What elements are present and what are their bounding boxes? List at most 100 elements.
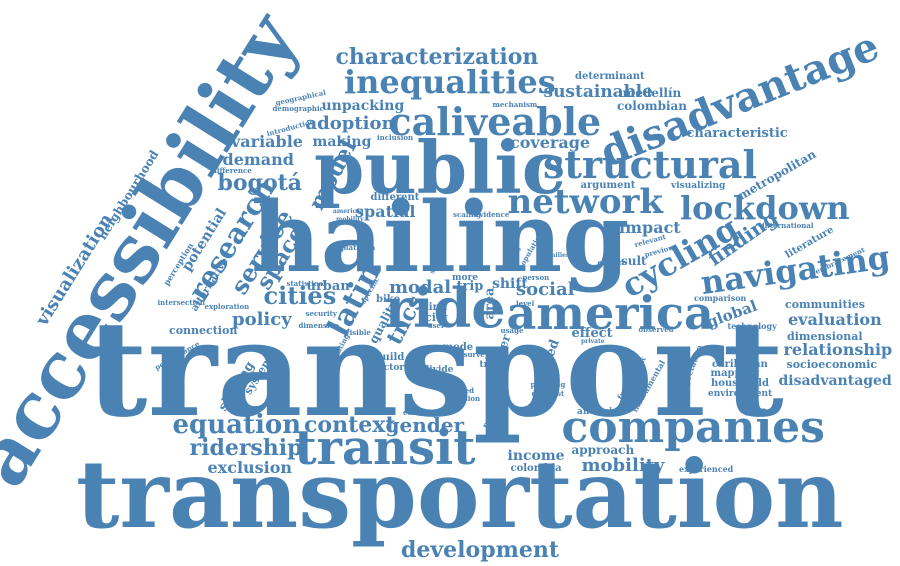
word-context: context	[304, 412, 396, 438]
word-connection: connection	[169, 323, 238, 337]
word-area: area	[482, 287, 498, 319]
word-inform: inform	[425, 374, 460, 385]
word-survey: survey	[463, 349, 489, 359]
word-different: different	[370, 192, 420, 203]
word-comparison: comparison	[694, 293, 747, 303]
word-visualizing: visualizing	[671, 180, 726, 191]
word-relationship: relationship	[783, 340, 893, 359]
word-impact: impact	[619, 218, 681, 237]
word-divide: divide	[423, 364, 454, 375]
word-urban: urban	[306, 278, 350, 294]
word-spatial: spatial	[355, 202, 416, 221]
word-dimensional: dimensional	[787, 329, 863, 343]
word-coverage: coverage	[510, 133, 591, 152]
word-decision: decision	[447, 393, 481, 403]
word-characteristic: characteristic	[686, 125, 788, 141]
word-medellin: medellín	[622, 86, 682, 100]
word-mobility-small: mobility	[336, 216, 364, 223]
word-evidence: evidence	[475, 209, 510, 219]
word-transport: transport	[86, 292, 784, 447]
word-experienced: experienced	[679, 464, 734, 474]
word-analysis: analysis	[577, 406, 618, 417]
word-environment: environment	[708, 388, 773, 399]
word-sustainable: sustainable	[543, 81, 653, 102]
word-adoption: adoption	[305, 113, 395, 134]
word-cities: cities	[263, 281, 337, 310]
word-social: social	[516, 279, 575, 300]
word-travel: travel	[479, 359, 509, 370]
word-making: making	[312, 134, 372, 150]
word-argument: argument	[580, 180, 636, 191]
word-ride: ride	[384, 276, 506, 340]
word-city: city	[425, 310, 448, 324]
word-modal: modal	[389, 277, 452, 298]
word-inequalities: inequalities	[344, 63, 556, 101]
word-caliveable: caliveable	[388, 99, 602, 144]
word-transportation: transportation	[76, 440, 844, 550]
word-link: link	[425, 302, 447, 313]
word-bogota: bogotá	[217, 170, 303, 196]
word-socioeconomic: socioeconomic	[786, 357, 878, 371]
word-colombia: colombia	[510, 463, 562, 474]
word-platform: platform	[341, 242, 376, 252]
word-companies: companies	[561, 402, 825, 453]
word-development: development	[401, 537, 560, 563]
word-contrast: contrast	[531, 388, 565, 398]
word-gender: gender	[385, 413, 465, 437]
word-security: security	[305, 308, 337, 318]
word-lockdown: lockdown	[680, 189, 850, 227]
word-characterization: characterization	[335, 44, 539, 70]
word-hailing: hailing	[251, 181, 630, 294]
word-international: international	[762, 220, 814, 230]
word-mode: mode	[442, 342, 474, 353]
word-demographic: demographic	[272, 103, 324, 113]
word-families: families	[542, 252, 570, 259]
word-visible: visible	[345, 327, 371, 337]
word-policy: policy	[232, 309, 292, 330]
word-level: level	[516, 298, 535, 308]
word-result: result	[607, 254, 647, 268]
word-limited: limited	[446, 385, 474, 395]
word-dimension: dimension	[298, 320, 340, 330]
word-explore: explore	[597, 257, 627, 267]
word-user: user	[427, 320, 445, 330]
word-evaluation: evaluation	[788, 310, 882, 329]
word-educated: educated	[403, 407, 439, 417]
word-equation: equation	[172, 410, 302, 440]
word-bike: bike	[376, 294, 401, 305]
word-technology: technology	[727, 321, 777, 331]
word-mapping: mapping	[710, 368, 760, 379]
word-build: build	[375, 352, 405, 363]
word-variable: variable	[231, 132, 303, 151]
word-communities: communities	[785, 297, 865, 311]
word-factor: factor	[374, 362, 405, 373]
word-mobility: mobility	[581, 455, 665, 476]
word-household: household	[711, 378, 769, 389]
word-statistical: statistical	[286, 278, 326, 288]
word-observed: observed	[638, 324, 674, 334]
word-approach: approach	[571, 443, 635, 457]
word-inclusion: inclusion	[377, 132, 414, 142]
word-usage: usage	[500, 325, 524, 335]
word-ridership: ridership	[189, 435, 303, 461]
word-exclusion: exclusion	[207, 458, 293, 477]
word-americas: americas	[333, 208, 364, 215]
word-transit: transit	[294, 420, 476, 476]
word-intersection: intersection	[157, 297, 205, 307]
word-mechanism: mechanism	[492, 99, 538, 109]
word-caribbean: caribbean	[712, 359, 768, 370]
word-exploration: exploration	[204, 301, 250, 311]
word-disadvantaged: disadvantaged	[778, 373, 892, 389]
word-america: america	[506, 286, 714, 340]
word-demand: demand	[222, 150, 294, 169]
word-planning: planning	[530, 379, 566, 389]
word-public: public	[314, 125, 566, 210]
word-person: person	[522, 272, 550, 282]
word-scaling: scaling	[453, 209, 482, 219]
word-income: income	[507, 448, 565, 464]
word-trip: trip	[456, 278, 484, 294]
word-unpacking: unpacking	[321, 98, 405, 114]
word-determinant: determinant	[575, 71, 645, 82]
word-effect: effect	[571, 325, 613, 341]
